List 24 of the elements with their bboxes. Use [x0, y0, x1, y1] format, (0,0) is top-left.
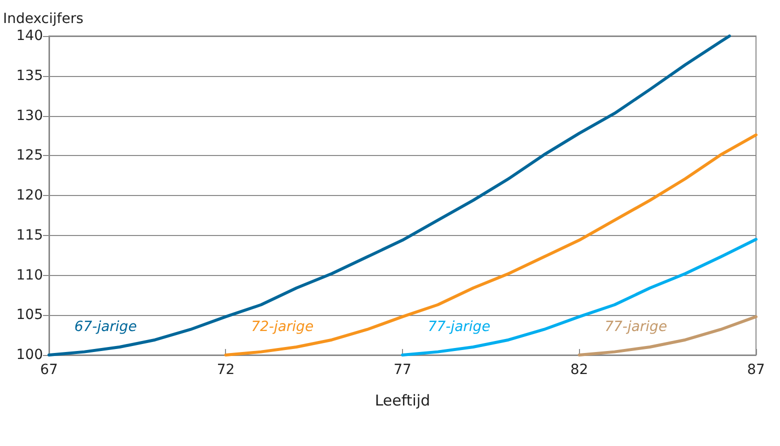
y-tick-label: 140: [16, 28, 43, 44]
x-axis-title: Leeftijd: [374, 392, 430, 410]
x-tick-label: 72: [216, 362, 235, 378]
y-tick-label: 130: [16, 108, 43, 124]
line-series: [48, 34, 731, 356]
y-tick-label: 110: [16, 267, 43, 284]
x-tick-label: 82: [570, 362, 588, 378]
y-tick-label: 115: [16, 227, 43, 244]
series-label: 67-jarige: [74, 319, 137, 335]
series-label: 77-jarige: [604, 319, 668, 335]
y-tick-label: 100: [16, 347, 43, 363]
x-tick-label: 87: [747, 362, 765, 378]
line-series: [578, 315, 758, 356]
y-tick-label: 120: [16, 188, 43, 204]
series-label: 77-jarige: [428, 319, 490, 335]
y-tick-label: 105: [16, 307, 43, 324]
y-tick-label: 125: [16, 148, 43, 164]
line-series: [224, 133, 758, 356]
series-label: 72-jarige: [251, 319, 314, 335]
x-tick-label: 77: [394, 362, 412, 378]
line-series: [401, 238, 758, 356]
y-tick-label: 135: [16, 68, 43, 84]
y-axis-title: Indexcijfers: [3, 11, 84, 27]
x-tick-label: 67: [40, 362, 58, 378]
